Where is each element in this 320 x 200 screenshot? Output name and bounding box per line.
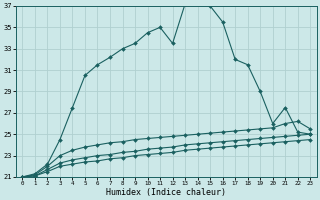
X-axis label: Humidex (Indice chaleur): Humidex (Indice chaleur) xyxy=(106,188,226,197)
